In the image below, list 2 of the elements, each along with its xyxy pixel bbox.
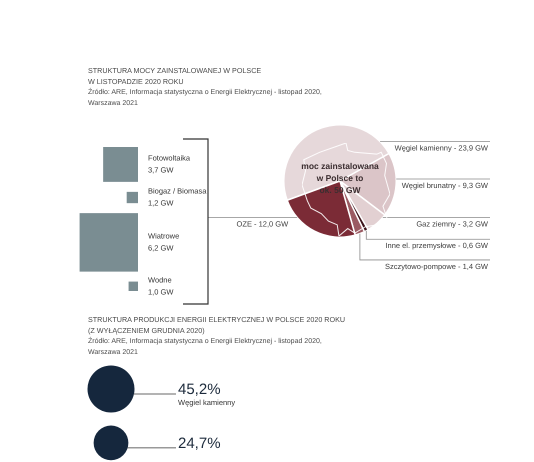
- data-label: 45,2%: [178, 381, 221, 398]
- data-label: 24,7%: [178, 434, 221, 452]
